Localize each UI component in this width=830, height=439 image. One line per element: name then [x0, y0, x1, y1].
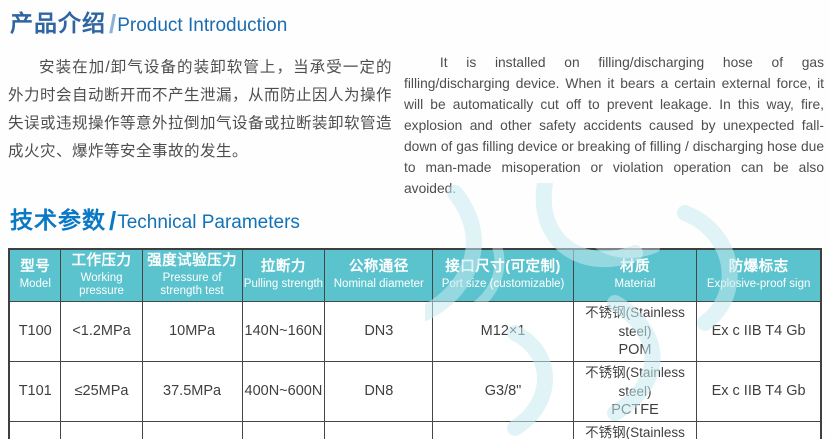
- cell-t100-model: T100: [8, 300, 62, 362]
- cell-t103-material: 不锈钢(Stainless steel)PCTFE: [572, 420, 698, 439]
- table-body: T100 <1.2MPa 10MPa 140N~160N DN3 M12×1 不锈钢(Sta…: [8, 300, 822, 439]
- table-header-row: 型号 Model 工作压力 Working pressure 强度试验压力 Pressur…: [8, 248, 822, 302]
- cell-t103-model: T103: [8, 420, 62, 439]
- column-header-zh: 强度试验压力: [147, 252, 238, 269]
- cell-t101-explosive-proof-sign: Ex c IIB T4 Gb: [696, 360, 822, 422]
- column-header-zh: 拉断力: [260, 259, 306, 276]
- column-header-port-size: 接口尺寸(可定制) Port size (customizable): [432, 248, 574, 302]
- column-header-en: Model: [19, 278, 51, 291]
- cell-line: <1.2MPa: [72, 322, 131, 339]
- column-header-material: 材质 Material: [572, 248, 698, 302]
- cell-line: T101: [18, 382, 52, 399]
- cell-line: DN8: [364, 382, 394, 399]
- cell-t100-material: 不锈钢(Stainless steel) POM: [572, 300, 698, 362]
- cell-t103-explosive-proof-sign: Ex c IIB T4 Gb: [696, 420, 822, 439]
- product-introduction-title-en: Product Introduction: [117, 15, 288, 36]
- cell-line: G3/8": [484, 382, 522, 399]
- technical-parameters-table: 型号 Model 工作压力 Working pressure 强度试验压力 Pressur…: [8, 248, 822, 439]
- cell-line: T100: [18, 322, 52, 339]
- column-header-strength-test-pressure: 强度试验压力 Pressure of strength test: [141, 248, 243, 302]
- cell-line: Ex c IIB T4 Gb: [711, 322, 806, 339]
- cell-line: PCTFE: [611, 401, 659, 418]
- cell-t103-port-size: NPT1": [432, 420, 574, 439]
- cell-t100-pulling-strength: 140N~160N: [241, 300, 326, 362]
- cell-line: M12×1: [480, 322, 526, 339]
- cell-t100-port-size: M12×1: [432, 300, 574, 362]
- cell-line: 400N~600N: [244, 382, 323, 399]
- cell-t101-pulling-strength: 400N~600N: [241, 360, 326, 422]
- column-header-en: Material: [614, 278, 656, 291]
- cell-t103-nominal-diameter: DN20: [324, 420, 434, 439]
- cell-t100-nominal-diameter: DN3: [324, 300, 434, 362]
- cell-t103-working-pressure: ≤25MPa: [60, 420, 143, 439]
- cell-line: 140N~160N: [244, 322, 323, 339]
- table-row-t103: T103≤25MPa37.5MPa600N~900NDN20NPT1"不锈钢(S…: [8, 420, 822, 439]
- technical-parameters-header: 技术参数/Technical Parameters: [0, 199, 830, 239]
- technical-parameters-title-en: Technical Parameters: [117, 212, 300, 233]
- product-introduction-title-zh: 产品介绍: [10, 10, 106, 36]
- table-row-t101: T101 ≤25MPa 37.5MPa 400N~600N DN8 G3/8" 不锈钢(St…: [8, 360, 822, 422]
- cell-line: 不锈钢(Stainless steel): [585, 304, 685, 339]
- cell-t100-working-pressure: <1.2MPa: [60, 300, 143, 362]
- intro-body: 安装在加/卸气设备的装卸软管上，当承受一定的外力时会自动断开而不产生泄漏，从而防…: [0, 50, 830, 199]
- column-header-zh: 公称通径: [348, 259, 409, 276]
- cell-t100-explosive-proof-sign: Ex c IIB T4 Gb: [696, 300, 822, 362]
- cell-line: 10MPa: [169, 322, 216, 339]
- cell-t103-pulling-strength: 600N~900N: [241, 420, 326, 439]
- cell-t101-nominal-diameter: DN8: [324, 360, 434, 422]
- cell-line: POM: [618, 341, 652, 358]
- technical-parameters-title-zh: 技术参数: [10, 207, 106, 233]
- column-header-working-pressure: 工作压力 Working pressure: [60, 248, 143, 302]
- cell-line: 不锈钢(Stainless steel): [585, 424, 685, 439]
- heading-slash: /: [109, 206, 117, 236]
- intro-paragraph-chinese: 安装在加/卸气设备的装卸软管上，当承受一定的外力时会自动断开而不产生泄漏，从而防…: [8, 59, 393, 160]
- column-header-en: Explosive-proof sign: [706, 278, 811, 291]
- table-row-t100: T100 <1.2MPa 10MPa 140N~160N DN3 M12×1 不锈钢(Sta…: [8, 300, 822, 362]
- column-header-pulling-strength: 拉断力 Pulling strength: [241, 248, 326, 302]
- column-header-model: 型号 Model: [8, 248, 62, 302]
- column-header-en: Pressure of strength test: [160, 271, 224, 297]
- cell-line: ≤25MPa: [74, 382, 129, 399]
- column-header-en: Nominal diameter: [333, 278, 424, 291]
- cell-t101-material: 不锈钢(Stainless steel) PCTFE: [572, 360, 698, 422]
- column-header-zh: 工作压力: [71, 252, 132, 269]
- column-header-nominal-diameter: 公称通径 Nominal diameter: [324, 248, 434, 302]
- product-introduction-header: 产品介绍/Product Introduction: [0, 0, 830, 42]
- heading-slash: /: [109, 9, 117, 39]
- cell-t103-strength-test-pressure: 37.5MPa: [141, 420, 243, 439]
- column-header-zh: 接口尺寸(可定制): [445, 259, 561, 276]
- column-header-en: Working pressure: [79, 271, 124, 297]
- cell-line: DN3: [364, 322, 394, 339]
- column-header-en: Pulling strength: [243, 278, 324, 291]
- cell-line: 不锈钢(Stainless steel): [585, 364, 685, 399]
- cell-t101-port-size: G3/8": [432, 360, 574, 422]
- column-header-zh: 防爆标志: [728, 259, 789, 276]
- column-header-zh: 型号: [20, 259, 51, 276]
- cell-t100-strength-test-pressure: 10MPa: [141, 300, 243, 362]
- intro-paragraph-english: It is installed on filling/discharging h…: [404, 55, 824, 196]
- cell-line: 37.5MPa: [163, 382, 222, 399]
- column-header-en: Port size (customizable): [441, 278, 565, 291]
- cell-t101-strength-test-pressure: 37.5MPa: [141, 360, 243, 422]
- column-header-explosive-proof-sign: 防爆标志 Explosive-proof sign: [696, 248, 822, 302]
- cell-t101-working-pressure: ≤25MPa: [60, 360, 143, 422]
- cell-t101-model: T101: [8, 360, 62, 422]
- column-header-zh: 材质: [619, 259, 650, 276]
- cell-line: Ex c IIB T4 Gb: [711, 382, 806, 399]
